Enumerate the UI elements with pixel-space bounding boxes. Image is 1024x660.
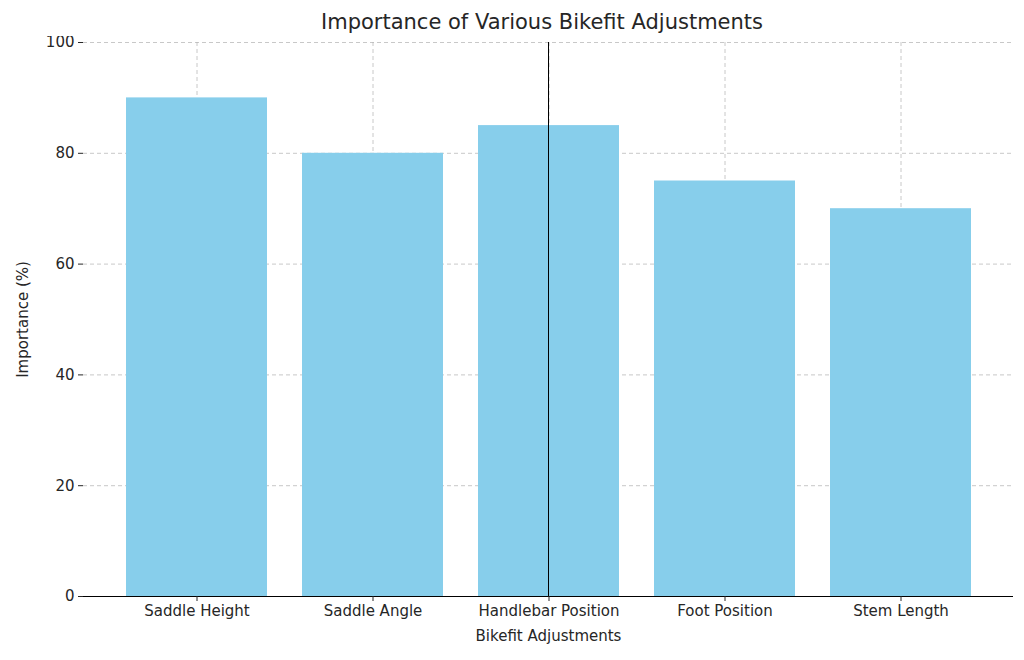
svg-text:20: 20: [55, 477, 74, 495]
html-text:Importance of Various Bikefit: Importance of Various Bikefit Adjustment…: [321, 10, 763, 34]
svg-text:Handlebar Position: Handlebar Position: [479, 602, 620, 620]
svg-text:Importance (%): Importance (%): [14, 261, 32, 378]
svg-text:0: 0: [65, 587, 75, 605]
svg-text:Saddle Height: Saddle Height: [144, 602, 250, 620]
svg-text:Bikefit Adjustments: Bikefit Adjustments: [476, 627, 622, 645]
svg-text:Foot Position: Foot Position: [677, 602, 773, 620]
svg-text:60: 60: [55, 255, 74, 273]
svg-text:Saddle Angle: Saddle Angle: [324, 602, 423, 620]
svg-text:Stem Length: Stem Length: [853, 602, 949, 620]
svg-text:40: 40: [55, 366, 74, 384]
svg-text:80: 80: [55, 144, 74, 162]
svg-text:100: 100: [46, 36, 75, 51]
